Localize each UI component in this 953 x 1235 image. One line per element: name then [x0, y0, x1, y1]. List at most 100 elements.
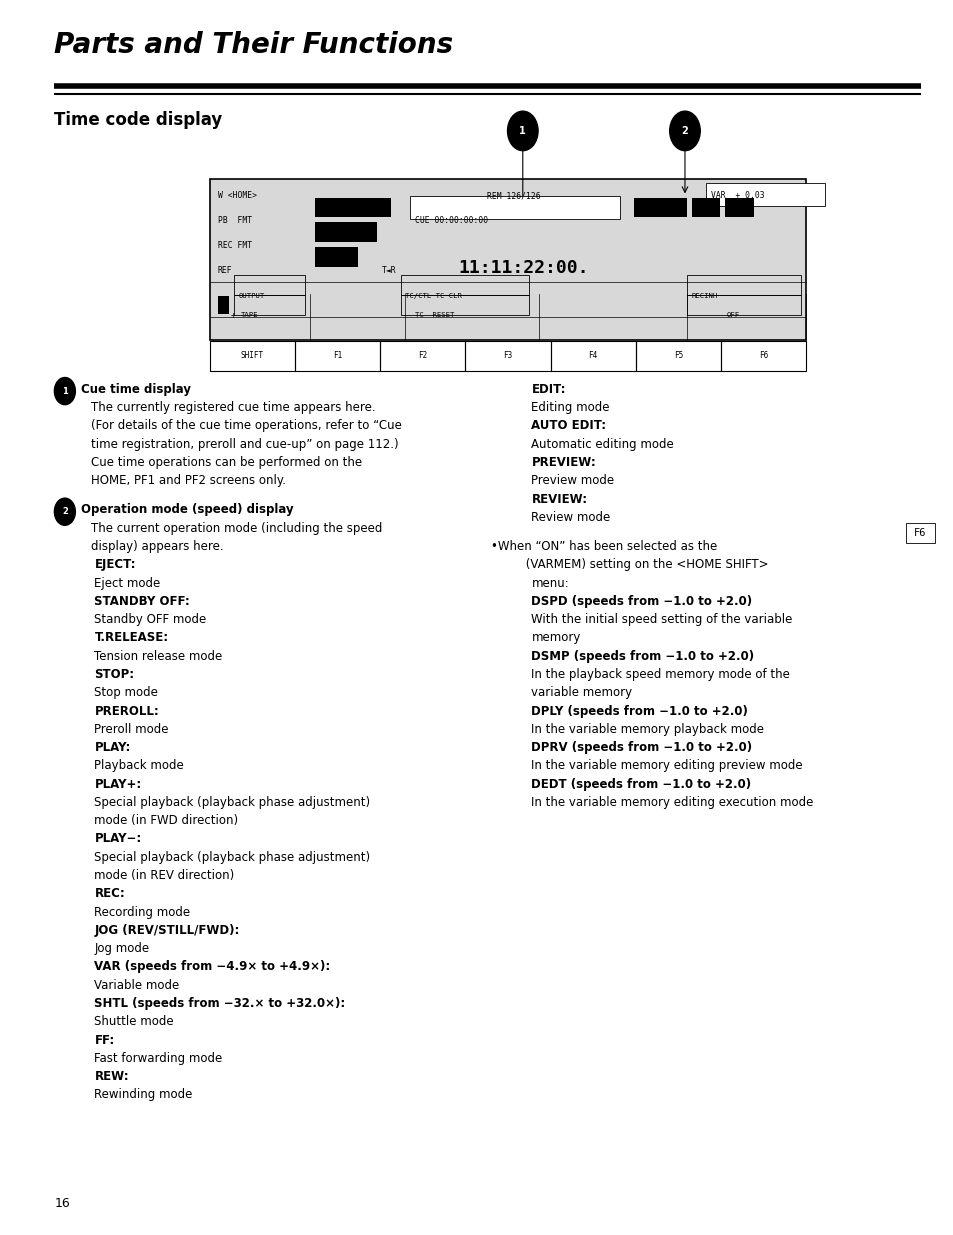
Text: OUTPUT: OUTPUT: [238, 293, 265, 299]
Text: PLAY−:: PLAY−:: [94, 832, 142, 846]
Text: In the variable memory editing preview mode: In the variable memory editing preview m…: [531, 760, 802, 772]
Text: display) appears here.: display) appears here.: [91, 540, 223, 553]
Text: VAR (speeds from −4.9× to +4.9×):: VAR (speeds from −4.9× to +4.9×):: [94, 961, 331, 973]
Text: Jog mode: Jog mode: [94, 942, 150, 955]
Text: With the initial speed setting of the variable: With the initial speed setting of the va…: [531, 613, 792, 626]
Text: W <HOME>: W <HOME>: [217, 191, 256, 200]
Text: OFF: OFF: [726, 312, 740, 319]
Text: Parts and Their Functions: Parts and Their Functions: [54, 31, 453, 59]
Text: mode (in FWD direction): mode (in FWD direction): [94, 814, 238, 827]
Text: 11:11:22:00.: 11:11:22:00.: [457, 259, 588, 278]
Text: menu:: menu:: [531, 577, 569, 589]
Text: PB  FMT: PB FMT: [217, 216, 252, 225]
Text: Variable mode: Variable mode: [94, 978, 179, 992]
Text: VAR  + 0.03: VAR + 0.03: [710, 191, 763, 200]
Circle shape: [507, 111, 537, 151]
Text: Eject mode: Eject mode: [94, 577, 160, 589]
Text: Preroll mode: Preroll mode: [94, 722, 169, 736]
Bar: [314, 198, 391, 217]
Bar: [465, 341, 550, 370]
Text: In the playback speed memory mode of the: In the playback speed memory mode of the: [531, 668, 789, 680]
Text: In the variable memory playback mode: In the variable memory playback mode: [531, 722, 763, 736]
Text: SHIFT: SHIFT: [241, 351, 264, 361]
Text: 1: 1: [62, 387, 68, 395]
Bar: [400, 275, 529, 295]
Bar: [294, 341, 380, 370]
Text: Shuttle mode: Shuttle mode: [94, 1015, 173, 1029]
Text: Standby OFF mode: Standby OFF mode: [94, 613, 207, 626]
Text: Stop mode: Stop mode: [94, 687, 158, 699]
Text: Time code display: Time code display: [54, 111, 222, 130]
Bar: [410, 196, 619, 219]
Text: 16: 16: [54, 1197, 71, 1210]
Text: FF:: FF:: [94, 1034, 114, 1046]
Text: DPLY (speeds from −1.0 to +2.0): DPLY (speeds from −1.0 to +2.0): [531, 704, 747, 718]
Text: DSMP (speeds from −1.0 to +2.0): DSMP (speeds from −1.0 to +2.0): [531, 650, 754, 663]
Text: Tension release mode: Tension release mode: [94, 650, 222, 663]
Text: F3: F3: [503, 351, 512, 361]
Text: Recording mode: Recording mode: [94, 905, 191, 919]
Text: Cue time display: Cue time display: [81, 383, 191, 396]
Text: mode (in REV direction): mode (in REV direction): [94, 869, 234, 882]
Text: Rewinding mode: Rewinding mode: [94, 1088, 193, 1102]
Text: F4: F4: [588, 351, 598, 361]
Bar: [724, 198, 753, 217]
Text: 2: 2: [680, 126, 688, 136]
Text: PLAY+:: PLAY+:: [94, 778, 142, 790]
Text: EDIT:: EDIT:: [531, 383, 565, 396]
Bar: [635, 341, 720, 370]
Text: PREROLL:: PREROLL:: [94, 704, 159, 718]
Text: REF: REF: [217, 266, 232, 274]
Bar: [634, 198, 686, 217]
Text: In the variable memory editing execution mode: In the variable memory editing execution…: [531, 795, 813, 809]
Text: time registration, preroll and cue-up” on page 112.): time registration, preroll and cue-up” o…: [91, 437, 397, 451]
Circle shape: [54, 378, 75, 405]
Text: AUTO EDIT:: AUTO EDIT:: [531, 420, 606, 432]
Text: (VARMEM) setting on the <HOME SHIFT>: (VARMEM) setting on the <HOME SHIFT>: [521, 558, 767, 572]
Text: +: +: [231, 311, 235, 320]
Bar: [705, 183, 824, 206]
Bar: [686, 295, 801, 315]
Text: TAPE: TAPE: [240, 312, 257, 319]
Text: CUE 00:00:00:00: CUE 00:00:00:00: [415, 216, 488, 225]
Bar: [380, 341, 465, 370]
Text: REC:: REC:: [94, 887, 125, 900]
Bar: [691, 198, 720, 217]
Bar: [720, 341, 805, 370]
Text: Special playback (playback phase adjustment): Special playback (playback phase adjustm…: [94, 795, 370, 809]
Text: EJECT:: EJECT:: [94, 558, 136, 572]
Text: 1: 1: [518, 126, 526, 136]
Text: Special playback (playback phase adjustment): Special playback (playback phase adjustm…: [94, 851, 370, 863]
Text: Fast forwarding mode: Fast forwarding mode: [94, 1052, 222, 1065]
Text: REVIEW:: REVIEW:: [531, 493, 587, 505]
Text: HOME, PF1 and PF2 screens only.: HOME, PF1 and PF2 screens only.: [91, 474, 285, 488]
Bar: [400, 295, 529, 315]
Bar: [233, 295, 305, 315]
Text: F6: F6: [759, 351, 767, 361]
Text: TC/CTL TC CLR: TC/CTL TC CLR: [405, 293, 462, 299]
Bar: [905, 522, 934, 542]
Text: PREVIEW:: PREVIEW:: [531, 456, 596, 469]
Text: F2: F2: [417, 351, 427, 361]
Bar: [210, 179, 805, 340]
Text: DPRV (speeds from −1.0 to +2.0): DPRV (speeds from −1.0 to +2.0): [531, 741, 752, 755]
Text: The current operation mode (including the speed: The current operation mode (including th…: [91, 521, 381, 535]
Text: JOG (REV/STILL/FWD):: JOG (REV/STILL/FWD):: [94, 924, 239, 937]
Bar: [314, 222, 376, 242]
Bar: [233, 275, 305, 295]
Text: REW:: REW:: [94, 1070, 129, 1083]
Text: F6: F6: [913, 527, 926, 537]
Text: REM 126/126: REM 126/126: [486, 191, 539, 200]
Text: variable memory: variable memory: [531, 687, 632, 699]
Text: RECINH: RECINH: [691, 293, 718, 299]
Bar: [210, 341, 294, 370]
Text: Editing mode: Editing mode: [531, 401, 609, 414]
Text: TC  RESET: TC RESET: [415, 312, 454, 319]
Text: •When “ON” has been selected as the: •When “ON” has been selected as the: [491, 540, 717, 553]
Text: (For details of the cue time operations, refer to “Cue: (For details of the cue time operations,…: [91, 420, 401, 432]
Text: STOP:: STOP:: [94, 668, 134, 680]
Text: SHTL (speeds from −32.× to +32.0×):: SHTL (speeds from −32.× to +32.0×):: [94, 997, 345, 1010]
Text: T◄R: T◄R: [381, 266, 395, 274]
Text: 2: 2: [62, 508, 68, 516]
Text: DSPD (speeds from −1.0 to +2.0): DSPD (speeds from −1.0 to +2.0): [531, 595, 752, 608]
